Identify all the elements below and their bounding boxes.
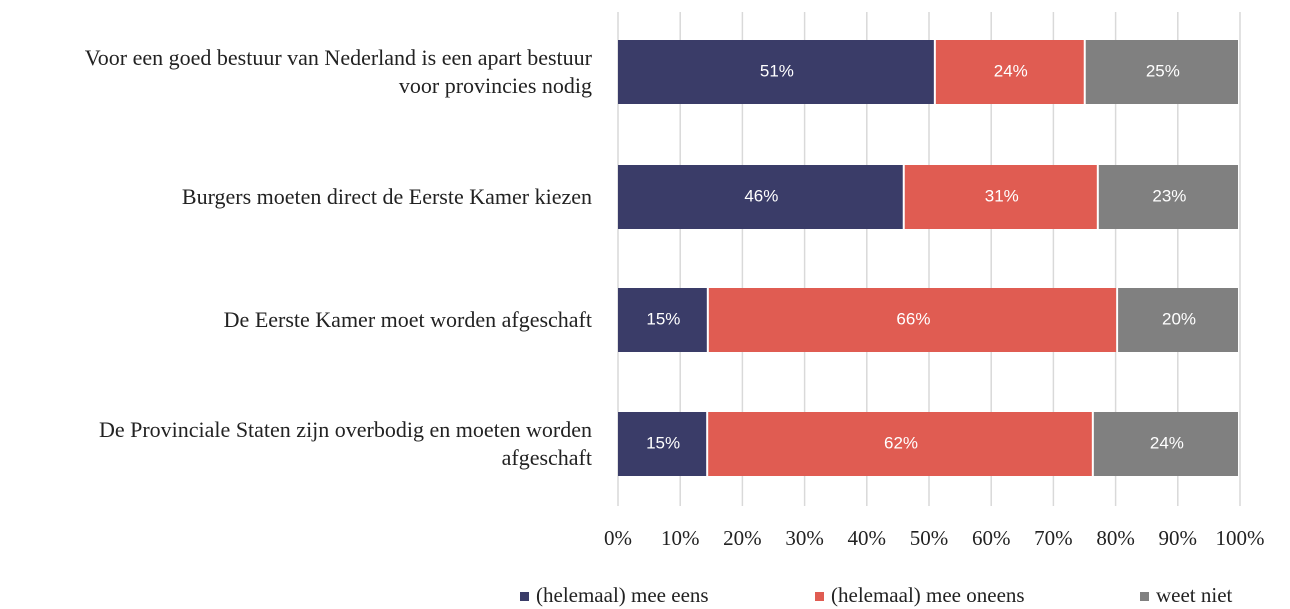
bar-segment bbox=[618, 40, 934, 104]
bar-segment bbox=[618, 165, 903, 229]
value-label: 51% bbox=[760, 61, 794, 80]
legend-swatch bbox=[815, 592, 824, 601]
value-label: 66% bbox=[896, 309, 930, 328]
value-label: 24% bbox=[1150, 433, 1184, 452]
x-tick-label: 40% bbox=[848, 526, 887, 550]
category-label: Voor een goed bestuur van Nederland is e… bbox=[84, 45, 592, 98]
bar-segment bbox=[708, 288, 1117, 352]
x-tick-label: 0% bbox=[604, 526, 632, 550]
value-label: 15% bbox=[646, 433, 680, 452]
x-tick-label: 20% bbox=[723, 526, 762, 550]
bar-segment bbox=[618, 412, 707, 476]
category-label: Burgers moeten direct de Eerste Kamer ki… bbox=[181, 184, 592, 209]
bar-segment bbox=[904, 165, 1097, 229]
x-tick-label: 30% bbox=[785, 526, 824, 550]
legend-label: (helemaal) mee eens bbox=[536, 583, 709, 607]
value-label: 31% bbox=[985, 186, 1019, 205]
value-label: 23% bbox=[1152, 186, 1186, 205]
category-label: De Provinciale Staten zijn overbodig en … bbox=[98, 417, 592, 470]
bar-segment bbox=[1085, 40, 1238, 104]
bar-segment bbox=[1118, 288, 1238, 352]
value-label: 62% bbox=[884, 433, 918, 452]
x-tick-label: 10% bbox=[661, 526, 700, 550]
bar-segment bbox=[935, 40, 1084, 104]
x-tick-label: 80% bbox=[1096, 526, 1135, 550]
x-tick-label: 60% bbox=[972, 526, 1011, 550]
category-label: De Eerste Kamer moet worden afgeschaft bbox=[223, 307, 592, 332]
value-label: 15% bbox=[646, 309, 680, 328]
bar-segment bbox=[1093, 412, 1238, 476]
value-label: 46% bbox=[744, 186, 778, 205]
legend-swatch bbox=[1140, 592, 1149, 601]
value-label: 20% bbox=[1162, 309, 1196, 328]
x-tick-label: 70% bbox=[1034, 526, 1073, 550]
bar-segment bbox=[1098, 165, 1238, 229]
legend-label: weet niet bbox=[1156, 583, 1233, 607]
bar-segment bbox=[618, 288, 707, 352]
x-tick-label: 90% bbox=[1159, 526, 1198, 550]
legend-label: (helemaal) mee oneens bbox=[831, 583, 1025, 607]
x-tick-label: 100% bbox=[1216, 526, 1265, 550]
value-label: 25% bbox=[1146, 61, 1180, 80]
x-tick-label: 50% bbox=[910, 526, 949, 550]
legend-swatch bbox=[520, 592, 529, 601]
bar-segment bbox=[708, 412, 1092, 476]
value-label: 24% bbox=[994, 61, 1028, 80]
